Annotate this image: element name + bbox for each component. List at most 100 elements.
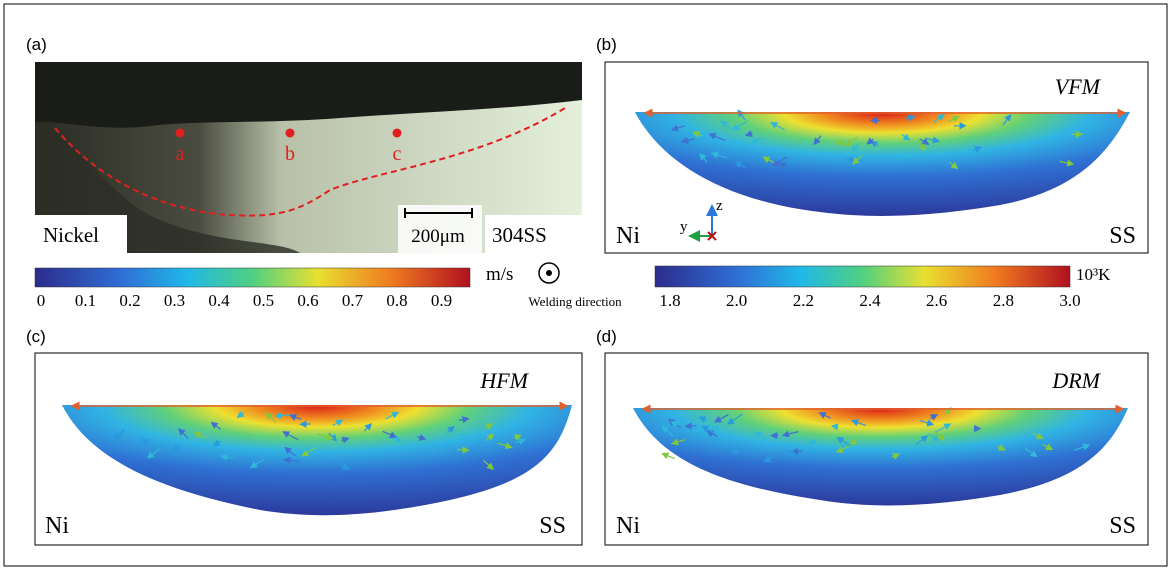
welding-direction: Welding direction (528, 294, 622, 309)
flow-arrow (750, 137, 765, 144)
side-label: Ni (45, 513, 69, 539)
panel-label: (c) (26, 327, 46, 346)
side-label: SS (1109, 513, 1136, 539)
axis-label: z (716, 198, 723, 214)
flow-arrow (1032, 432, 1044, 440)
side-label: SS (539, 513, 566, 539)
flow-arrow (446, 425, 455, 434)
sample-point (285, 128, 295, 138)
flow-arrow (818, 412, 832, 419)
flow-arrow (866, 137, 875, 145)
flow-arrow (113, 428, 125, 440)
panel-label: (a) (26, 35, 47, 54)
flow-arrow (711, 425, 720, 433)
flow-arrow (701, 425, 717, 436)
flow-arrow (684, 422, 697, 430)
flow-arrow (730, 447, 744, 455)
model-label: VFM (1055, 74, 1102, 99)
flow-arrow (1073, 443, 1091, 451)
flow-arrow (301, 447, 317, 457)
flow-arrow (698, 416, 708, 423)
temperature-colorbar (654, 265, 1071, 288)
side-label: Ni (616, 513, 640, 539)
flow-arrow (935, 423, 952, 433)
flow-arrow (289, 413, 302, 421)
flow-arrow (731, 120, 749, 131)
flow-arrow (901, 133, 911, 141)
flow-arrow (1042, 443, 1054, 450)
flow-arrow (692, 131, 702, 138)
flow-arrow (699, 152, 708, 163)
flow-arrow (781, 430, 799, 438)
flow-arrow (744, 130, 753, 137)
flow-arrow (514, 434, 523, 441)
flow-arrow (458, 416, 470, 424)
colorbar-tick: 0.8 (386, 291, 407, 310)
label-box (35, 215, 127, 253)
flow-arrow (851, 143, 860, 152)
flow-arrow (210, 421, 222, 430)
colorbar-tick: 0.2 (119, 291, 140, 310)
flow-arrow (220, 453, 234, 461)
model-label: DRM (1051, 368, 1101, 393)
flow-arrow (719, 120, 732, 130)
flow-arrow (382, 430, 398, 439)
melt-pool (635, 112, 1130, 216)
flow-arrow (917, 139, 926, 152)
flow-arrow (929, 414, 939, 421)
flow-arrow (178, 428, 189, 439)
flow-arrow (1059, 159, 1075, 167)
point-label: b (285, 143, 295, 165)
flow-arrow (336, 461, 350, 470)
direction-dot (546, 270, 552, 276)
colorbar-tick: 0.7 (342, 291, 364, 310)
point-label: c (393, 143, 402, 165)
panel-label: (d) (596, 327, 617, 346)
flow-arrow (927, 433, 940, 442)
figure-border (3, 3, 1168, 567)
flow-arrow (813, 135, 822, 146)
direction-symbol (538, 262, 560, 284)
sample-point (175, 128, 185, 138)
flow-arrow (1024, 447, 1038, 458)
colorbar-tick: 2.4 (859, 291, 881, 310)
colorbar-tick: 0 (37, 291, 46, 310)
flow-arrow (341, 436, 350, 444)
flow-arrow (274, 412, 292, 420)
flow-arrow (897, 152, 914, 161)
colorbar-tick: 0.6 (297, 291, 318, 310)
flow-arrow (416, 433, 427, 441)
melt-pool (633, 408, 1128, 506)
flow-arrow (661, 452, 675, 460)
colorbar-tick: 3.0 (1059, 291, 1080, 310)
flow-arrow (141, 438, 158, 450)
flow-arrow (385, 411, 400, 420)
flow-arrow (317, 433, 334, 441)
flow-arrow (770, 121, 785, 131)
flow-arrow (193, 431, 207, 439)
model-label: HFM (479, 368, 529, 393)
colorbar-tick: 0.1 (75, 291, 96, 310)
panel-label: (b) (596, 35, 617, 54)
colorbar-tick: 1.8 (659, 291, 680, 310)
flow-arrow (972, 145, 983, 153)
flow-arrow (670, 421, 679, 428)
point-label: a (176, 143, 185, 165)
flow-arrow (737, 109, 746, 121)
flow-arrow (483, 423, 494, 430)
flow-arrow (948, 161, 959, 170)
panel-frame (604, 61, 1149, 254)
flow-arrow (497, 442, 513, 450)
colorbar-tick: 0.4 (208, 291, 230, 310)
colorbar-tick: 2.8 (993, 291, 1014, 310)
flow-arrow (753, 431, 768, 441)
flow-arrow (726, 413, 743, 425)
material-label: 304SS (492, 223, 547, 247)
flow-arrow (457, 446, 470, 454)
side-label: SS (1109, 223, 1136, 249)
scale-bar (404, 208, 473, 218)
colorbar-tick: 0.5 (253, 291, 274, 310)
flow-arrow (996, 444, 1006, 451)
axis-triad (688, 204, 718, 242)
flow-arrow (515, 437, 526, 445)
